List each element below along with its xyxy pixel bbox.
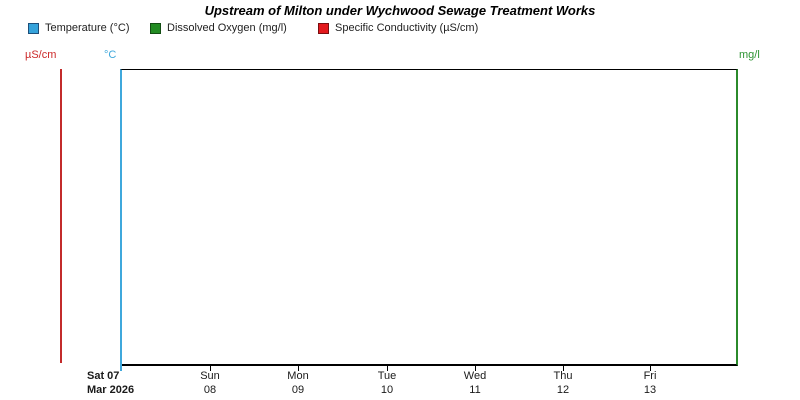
x-axis-label: Thu 12 bbox=[518, 369, 608, 397]
legend-label-dissolved-oxygen: Dissolved Oxygen (mg/l) bbox=[167, 22, 287, 34]
x-axis-label: Fri 13 bbox=[605, 369, 695, 397]
x-axis-label-date: 08 bbox=[203, 384, 217, 396]
dissolved-oxygen-axis-unit-label: mg/l bbox=[739, 49, 760, 61]
x-axis-tick bbox=[650, 364, 651, 371]
legend-label-specific-conductivity: Specific Conductivity (µS/cm) bbox=[335, 22, 479, 34]
x-axis-label: Sat 07 Mar 2026 bbox=[87, 369, 197, 397]
x-axis-label: Wed 11 bbox=[430, 369, 520, 397]
x-axis-label-day: Sun bbox=[200, 370, 220, 382]
x-axis-label-date: Mar 2026 bbox=[87, 384, 135, 396]
legend: Temperature (°C) Dissolved Oxygen (mg/l)… bbox=[0, 22, 800, 36]
x-axis-tick bbox=[387, 364, 388, 371]
temperature-swatch-icon bbox=[28, 22, 39, 34]
x-axis-tick bbox=[210, 364, 211, 371]
x-axis-label: Tue 10 bbox=[342, 369, 432, 397]
x-axis-label-date: 12 bbox=[556, 384, 570, 396]
conductivity-axis-line bbox=[60, 69, 62, 363]
x-axis-label-date: 10 bbox=[380, 384, 394, 396]
legend-item-specific-conductivity[interactable]: Specific Conductivity (µS/cm) bbox=[318, 22, 478, 34]
x-axis-label-day: Tue bbox=[377, 370, 397, 382]
chart-title: Upstream of Milton under Wychwood Sewage… bbox=[204, 3, 596, 18]
x-axis-tick bbox=[298, 364, 299, 371]
legend-label-temperature: Temperature (°C) bbox=[45, 22, 130, 34]
x-axis-label-day: Wed bbox=[463, 370, 487, 382]
x-axis-tick bbox=[120, 364, 122, 371]
x-axis-label-day: Fri bbox=[643, 370, 657, 382]
x-axis-label: Sun 08 bbox=[165, 369, 255, 397]
x-axis-label-day: Thu bbox=[553, 370, 573, 382]
x-axis-label-day: Sat 07 bbox=[87, 370, 120, 382]
x-axis-tick bbox=[563, 364, 564, 371]
x-axis-label-day: Mon bbox=[287, 370, 309, 382]
legend-item-temperature[interactable]: Temperature (°C) bbox=[28, 22, 129, 34]
legend-item-dissolved-oxygen[interactable]: Dissolved Oxygen (mg/l) bbox=[150, 22, 287, 34]
specific-conductivity-swatch-icon bbox=[318, 22, 329, 34]
temperature-axis-unit-label: °C bbox=[104, 49, 117, 61]
x-axis-label-date: 09 bbox=[291, 384, 305, 396]
x-axis-label-date: 11 bbox=[469, 384, 481, 396]
plot-area bbox=[120, 69, 738, 366]
conductivity-axis-unit-label: µS/cm bbox=[25, 49, 57, 61]
x-axis-tick bbox=[475, 364, 476, 371]
x-axis-label-date: 13 bbox=[643, 384, 657, 396]
x-axis-label: Mon 09 bbox=[253, 369, 343, 397]
dissolved-oxygen-swatch-icon bbox=[150, 22, 161, 34]
